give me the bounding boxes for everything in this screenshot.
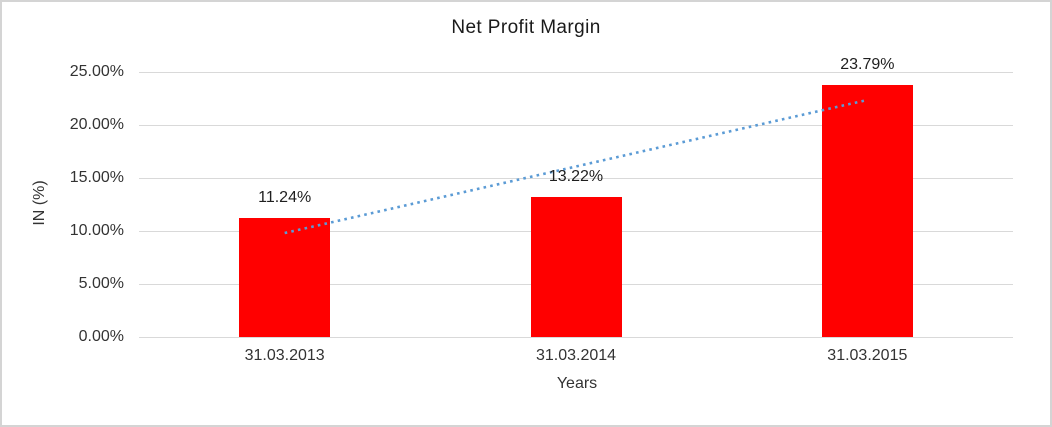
y-tick-label: 10.00% xyxy=(69,222,124,239)
y-tick-label: 15.00% xyxy=(69,169,124,186)
chart-title: Net Profit Margin xyxy=(451,17,601,38)
bar-data-label: 23.79% xyxy=(840,55,895,73)
gridline xyxy=(139,71,1013,73)
x-tick-label: 31.03.2013 xyxy=(244,347,325,364)
bar-data-label: 11.24% xyxy=(258,188,312,206)
bar xyxy=(530,196,622,337)
bar xyxy=(239,217,331,337)
x-tick-label: 31.03.2014 xyxy=(535,347,617,364)
y-axis-title: IN (%) xyxy=(31,180,48,226)
x-tick-label: 31.03.2015 xyxy=(827,347,908,364)
y-tick-label: 5.00% xyxy=(78,275,124,292)
bar-data-label: 13.22% xyxy=(548,167,604,185)
y-tick-label: 0.00% xyxy=(78,328,124,345)
x-axis-title: Years xyxy=(556,375,598,392)
bar xyxy=(821,84,913,337)
y-tick-label: 25.00% xyxy=(69,63,124,80)
gridline xyxy=(139,336,1013,338)
y-tick-label: 20.00% xyxy=(69,116,124,133)
